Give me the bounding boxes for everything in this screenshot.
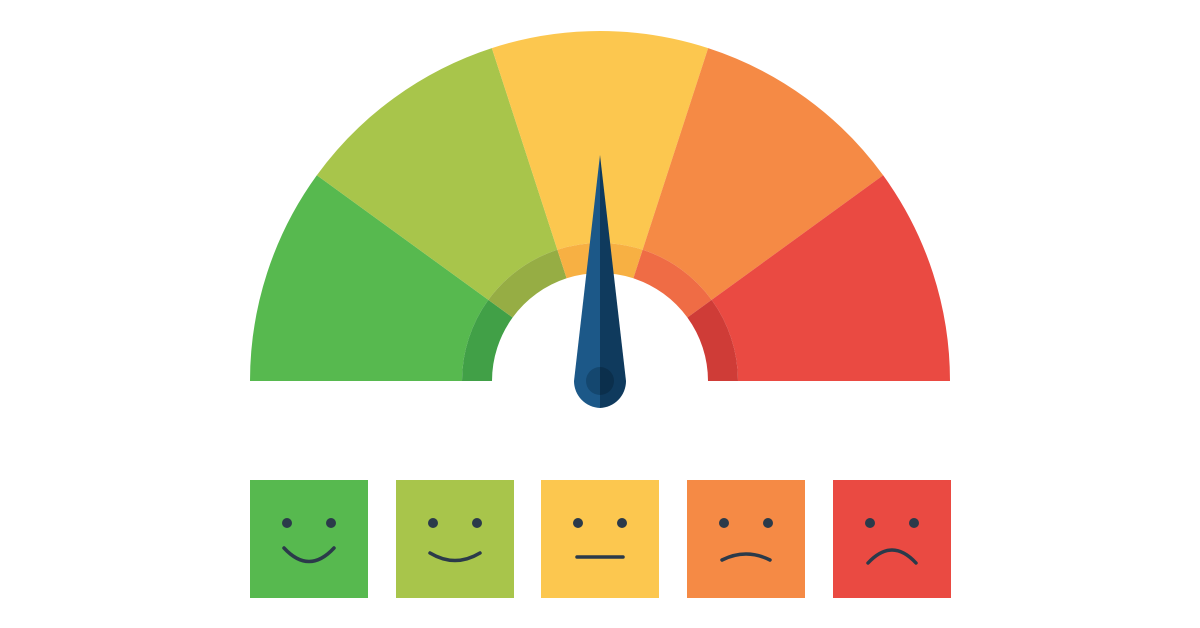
face-box <box>541 480 659 598</box>
gauge-segment <box>711 175 950 381</box>
needle-right <box>600 155 626 408</box>
gauge-inner-band <box>633 249 712 318</box>
eye <box>573 518 583 528</box>
gauge-inner-band <box>687 299 738 381</box>
face-very-sad <box>833 480 951 598</box>
eye <box>865 518 875 528</box>
face-box <box>396 480 514 598</box>
face-sad <box>687 480 805 598</box>
gauge-segment <box>642 48 884 300</box>
face-box <box>687 480 805 598</box>
needle-hub-left <box>586 367 600 395</box>
eye <box>909 518 919 528</box>
gauge-segment <box>250 175 489 381</box>
face-box <box>250 480 368 598</box>
gauge <box>250 31 950 408</box>
mouth <box>428 551 482 563</box>
mouth <box>720 552 772 562</box>
faces <box>250 480 951 598</box>
eye <box>763 518 773 528</box>
face-neutral <box>541 480 659 598</box>
mouth <box>866 548 918 565</box>
eye <box>282 518 292 528</box>
gauge-segment <box>491 31 709 250</box>
needle-hub-right <box>600 367 614 395</box>
gauge-inner-band <box>488 249 567 318</box>
face-very-happy <box>250 480 368 598</box>
gauge-segment <box>316 48 558 300</box>
face-box <box>833 480 951 598</box>
gauge-inner-band <box>462 299 513 381</box>
eye <box>326 518 336 528</box>
eye <box>617 518 627 528</box>
face-happy <box>396 480 514 598</box>
eye <box>719 518 729 528</box>
needle-left <box>573 155 600 408</box>
mouth <box>282 546 336 564</box>
eye <box>472 518 482 528</box>
eye <box>428 518 438 528</box>
